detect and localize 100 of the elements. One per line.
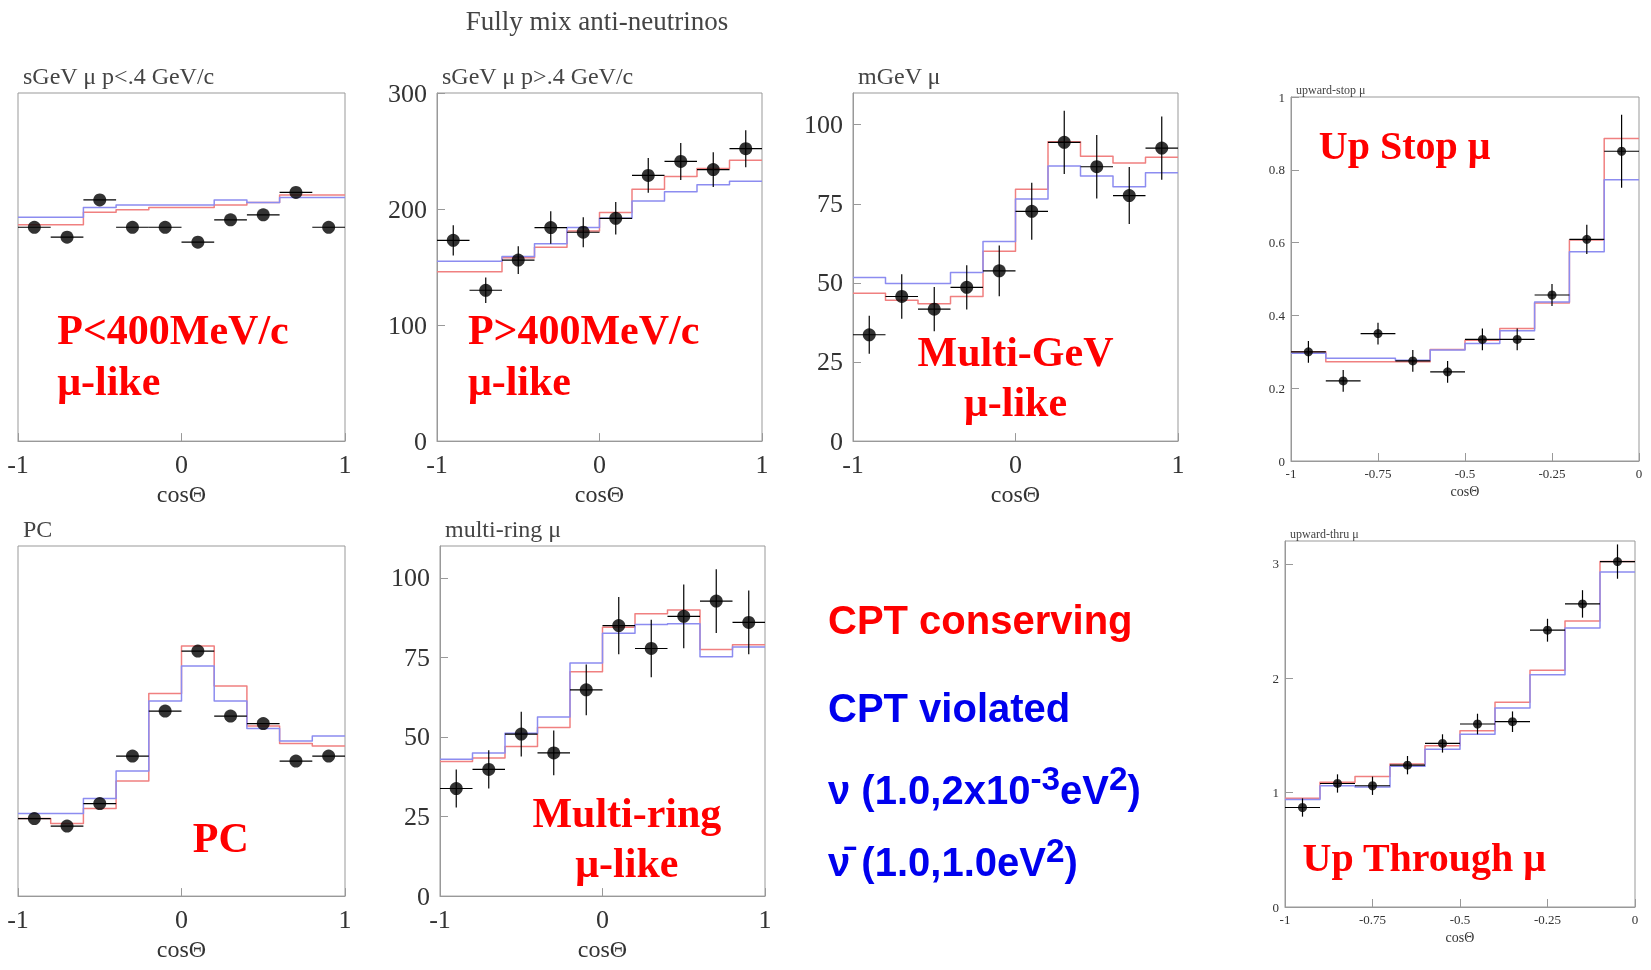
x-tick-label: 1 xyxy=(338,904,352,934)
point xyxy=(1408,356,1418,366)
annotation: Up Stop μ xyxy=(1318,122,1491,171)
point xyxy=(27,220,41,234)
point xyxy=(1090,160,1104,174)
point xyxy=(1582,234,1592,244)
x-tick-label: -1 xyxy=(842,449,864,479)
point xyxy=(992,264,1006,278)
point xyxy=(93,797,107,811)
point xyxy=(482,762,496,776)
x-tick-label: -1 xyxy=(7,449,29,479)
x-axis-title: cosΘ xyxy=(156,936,207,962)
point xyxy=(191,644,205,658)
annotation: PC xyxy=(192,814,249,863)
point xyxy=(1512,334,1522,344)
point xyxy=(1333,778,1342,788)
chart-title: mGeV μ xyxy=(858,63,941,89)
point xyxy=(289,754,303,768)
point xyxy=(709,594,723,608)
y-tick-label: 25 xyxy=(817,347,843,377)
y-tick-label: 2 xyxy=(1272,670,1279,686)
x-tick-label: -0.25 xyxy=(1533,912,1562,927)
point xyxy=(1155,141,1169,155)
point xyxy=(862,328,876,342)
point xyxy=(446,233,460,247)
chart-title: upward-thru μ xyxy=(1290,527,1359,541)
point xyxy=(60,230,74,244)
point xyxy=(1057,135,1071,149)
x-axis-title: cosΘ xyxy=(990,481,1041,507)
x-tick-label: 0 xyxy=(175,904,188,934)
y-tick-label: 0.4 xyxy=(1268,307,1286,323)
x-tick-label: -1 xyxy=(426,449,448,479)
x-tick-label: 0 xyxy=(1009,449,1022,479)
point xyxy=(158,704,172,718)
point xyxy=(322,749,336,763)
y-tick-label: 75 xyxy=(817,189,843,219)
y-tick-label: 0 xyxy=(830,426,843,456)
y-tick-label: 3 xyxy=(1272,556,1279,572)
point xyxy=(644,641,658,655)
x-axis-title: cosΘ xyxy=(577,936,628,962)
point xyxy=(1122,189,1136,203)
point xyxy=(322,220,336,234)
point xyxy=(927,302,941,316)
y-tick-label: 100 xyxy=(391,563,430,593)
x-tick-label: 0 xyxy=(1631,912,1639,927)
point xyxy=(289,185,303,199)
point xyxy=(60,819,74,833)
point xyxy=(1543,625,1552,635)
point xyxy=(674,154,688,168)
point xyxy=(93,193,107,207)
point xyxy=(1303,347,1313,357)
point xyxy=(256,717,270,731)
chart-title: multi-ring μ xyxy=(445,516,562,542)
y-tick-label: 0.2 xyxy=(1268,380,1285,396)
point xyxy=(479,283,493,297)
annotation: Multi-GeV μ-like xyxy=(917,327,1114,427)
point xyxy=(1298,803,1307,812)
y-tick-label: 1 xyxy=(1278,89,1285,105)
x-tick-label: -0.75 xyxy=(1364,466,1392,481)
point xyxy=(511,253,525,267)
y-tick-label: 50 xyxy=(404,722,430,752)
x-tick-label: 0 xyxy=(593,449,606,479)
text: ν̄ (1.0,1.0eV$^{2}$) xyxy=(828,832,1078,886)
point xyxy=(739,142,753,156)
point xyxy=(609,211,623,225)
text: Fully mix anti-neutrinos xyxy=(465,6,729,37)
x-tick-label: -0.25 xyxy=(1538,466,1566,481)
x-axis-title: cosΘ xyxy=(1445,930,1475,946)
x-tick-label: 0 xyxy=(1635,466,1643,481)
text: CPT violated xyxy=(828,686,1071,731)
chart-title: sGeV μ p<.4 GeV/c xyxy=(23,63,215,89)
y-tick-label: 300 xyxy=(388,78,427,108)
annotation: Up Through μ xyxy=(1302,833,1547,882)
x-tick-label: 1 xyxy=(1171,449,1185,479)
annotation: P<400MeV/c μ-like xyxy=(57,306,289,406)
point xyxy=(1477,334,1487,344)
point xyxy=(514,727,528,741)
point xyxy=(1338,376,1348,386)
x-tick-label: 1 xyxy=(755,449,769,479)
point xyxy=(1578,599,1587,609)
x-tick-label: -1 xyxy=(1285,466,1297,481)
text: ν (1.0,2x10$^{-3}$eV$^{2}$) xyxy=(828,760,1141,814)
y-tick-label: 1 xyxy=(1272,785,1279,801)
point xyxy=(1473,719,1482,729)
point xyxy=(1617,146,1627,156)
point xyxy=(256,208,270,222)
text: CPT conserving xyxy=(828,598,1133,643)
y-tick-label: 25 xyxy=(404,802,430,832)
point xyxy=(191,235,205,249)
x-tick-label: 1 xyxy=(758,904,772,934)
annotation: Multi-ring μ-like xyxy=(532,789,722,889)
point xyxy=(579,683,593,697)
x-tick-label: -0.5 xyxy=(1449,912,1471,927)
y-tick-label: 100 xyxy=(804,110,843,140)
point xyxy=(641,168,655,182)
x-axis-title: cosΘ xyxy=(156,481,207,507)
point xyxy=(612,619,626,633)
x-tick-label: -0.75 xyxy=(1358,912,1387,927)
point xyxy=(895,289,909,303)
point xyxy=(544,221,558,235)
